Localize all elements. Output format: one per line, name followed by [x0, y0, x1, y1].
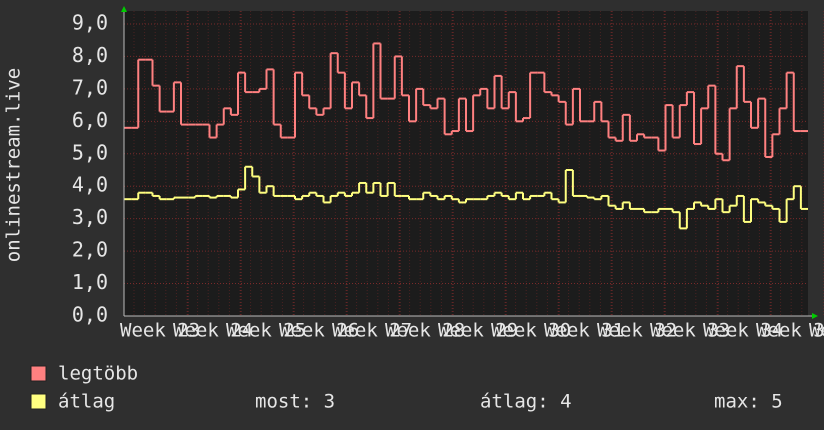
x-tick-label: Week 36: [809, 320, 824, 342]
y-tick-label: 0,0: [72, 303, 108, 327]
x-tick-label: Week 32: [597, 320, 677, 342]
y-axis-title: onlinestream.live: [3, 68, 25, 262]
y-tick-label: 5,0: [72, 140, 108, 164]
y-tick-label: 8,0: [72, 43, 108, 67]
legend-label: legtöbb: [58, 363, 138, 385]
x-tick-label: Week 28: [385, 320, 465, 342]
legend-label: átlag: [58, 391, 115, 413]
x-tick-label: Week 29: [438, 320, 518, 342]
y-tick-label: 7,0: [72, 75, 108, 99]
x-tick-label: Week 34: [703, 320, 783, 342]
x-tick-label: Week 24: [173, 320, 253, 342]
y-tick-label: 9,0: [72, 10, 108, 34]
stat: most: 3: [255, 391, 335, 413]
axis-arrow: [121, 6, 127, 12]
x-tick-label: Week 26: [279, 320, 359, 342]
stat: átlag: 4: [480, 391, 572, 413]
x-tick-label: Week 31: [544, 320, 624, 342]
plot-area: [124, 11, 808, 316]
x-tick-label: Week 23: [120, 320, 200, 342]
y-tick-label: 2,0: [72, 238, 108, 262]
legend-swatch: [30, 393, 47, 410]
y-tick-label: 3,0: [72, 205, 108, 229]
axis-arrow: [812, 313, 818, 319]
x-tick-label: Week 27: [332, 320, 412, 342]
y-tick-label: 6,0: [72, 108, 108, 132]
y-tick-label: 4,0: [72, 173, 108, 197]
x-tick-label: Week 33: [650, 320, 730, 342]
stat: max: 5: [714, 391, 783, 413]
legend-swatch: [30, 365, 47, 382]
x-tick-label: Week 30: [491, 320, 571, 342]
y-tick-label: 1,0: [72, 270, 108, 294]
x-tick-label: Week 35: [756, 320, 824, 342]
x-tick-label: Week 25: [226, 320, 306, 342]
